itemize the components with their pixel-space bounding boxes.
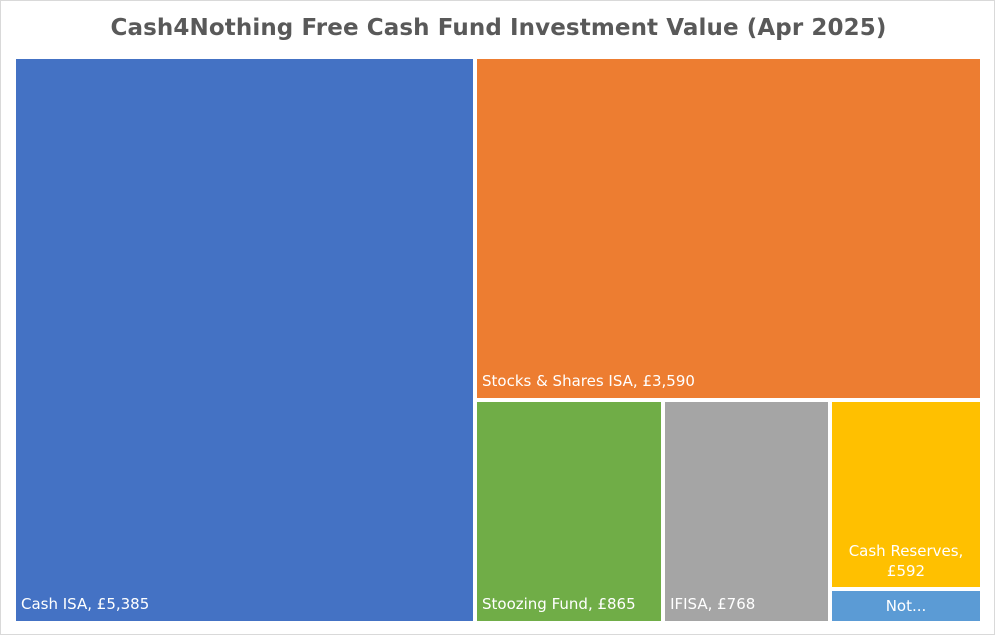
treemap-label-line: Stoozing Fund, £865 <box>482 594 636 613</box>
treemap-label-line: Not... <box>885 596 927 615</box>
treemap-tile-cash-reserves: Cash Reserves, £592 <box>830 400 982 589</box>
treemap-tile-cash-isa: Cash ISA, £5,385 <box>14 57 475 623</box>
treemap-label-stocks-shares-isa: Stocks & Shares ISA, £3,590 <box>482 371 695 391</box>
treemap-tile-stocks-shares-isa: Stocks & Shares ISA, £3,590 <box>475 57 982 401</box>
treemap-label-line: £592 <box>886 561 926 580</box>
treemap-tile-not: Not... <box>830 588 982 623</box>
treemap-label-line: Cash ISA, £5,385 <box>21 595 150 613</box>
chart-title: Cash4Nothing Free Cash Fund Investment V… <box>110 15 887 41</box>
treemap-plot-area: Cash ISA, £5,385 Stocks & Shares ISA, £3,… <box>14 57 982 623</box>
treemap-label-cash-reserves: Cash Reserves, £592 <box>832 541 980 581</box>
treemap-label-stoozing-fund: Stoozing Fund, £865 <box>482 594 636 614</box>
treemap-label-line: IFISA, £768 <box>670 594 756 613</box>
treemap-label-cash-isa: Cash ISA, £5,385 <box>21 594 149 614</box>
treemap-tile-stoozing-fund: Stoozing Fund, £865 <box>475 400 664 623</box>
treemap-label-line: Stocks & Shares ISA, £3,590 <box>482 372 695 391</box>
treemap-label-line: Cash Reserves, <box>848 541 964 560</box>
treemap-tile-ifisa: IFISA, £768 <box>663 400 831 623</box>
treemap-label-not: Not... <box>832 596 980 616</box>
treemap-label-ifisa: IFISA, £768 <box>670 594 755 614</box>
